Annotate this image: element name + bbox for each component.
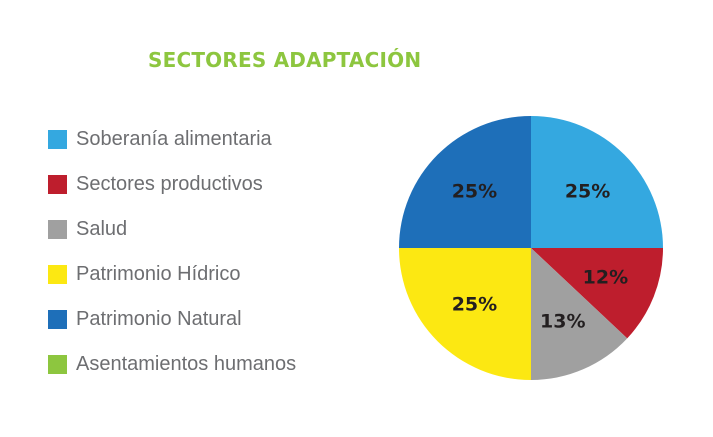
pie-slice [399,248,531,380]
slice-data-label: 13% [540,310,585,332]
legend-label: Salud [76,218,128,240]
slice-data-label: 25% [452,180,497,202]
pie-slice [399,116,531,248]
legend-label: Sectores productivos [76,173,263,195]
slice-data-label: 12% [583,266,628,288]
slice-data-label: 25% [565,180,610,202]
legend-swatch [48,175,67,194]
legend-item: Asentamientos humanos [48,342,296,387]
legend-label: Patrimonio Natural [76,308,242,330]
legend-swatch [48,130,67,149]
legend-label: Soberanía alimentaria [76,128,272,150]
legend-item: Salud [48,207,296,252]
legend-swatch [48,265,67,284]
chart-legend: Soberanía alimentaria Sectores productiv… [48,117,296,387]
legend-item: Patrimonio Hídrico [48,252,296,297]
legend-label: Asentamientos humanos [76,353,297,375]
legend-item: Sectores productivos [48,162,296,207]
legend-swatch [48,220,67,239]
pie-chart: 25% 12% 13% 25% 25% [399,116,663,380]
legend-item: Soberanía alimentaria [48,117,296,162]
pie-slice [531,248,628,380]
legend-item: Patrimonio Natural [48,297,296,342]
legend-swatch [48,310,67,329]
pie-slice [531,116,663,248]
chart-title: SECTORES ADAPTACIÓN [148,48,422,72]
slice-data-label: 25% [452,294,497,316]
legend-label: Patrimonio Hídrico [76,263,241,285]
pie-slice [531,248,663,339]
legend-swatch [48,355,67,374]
